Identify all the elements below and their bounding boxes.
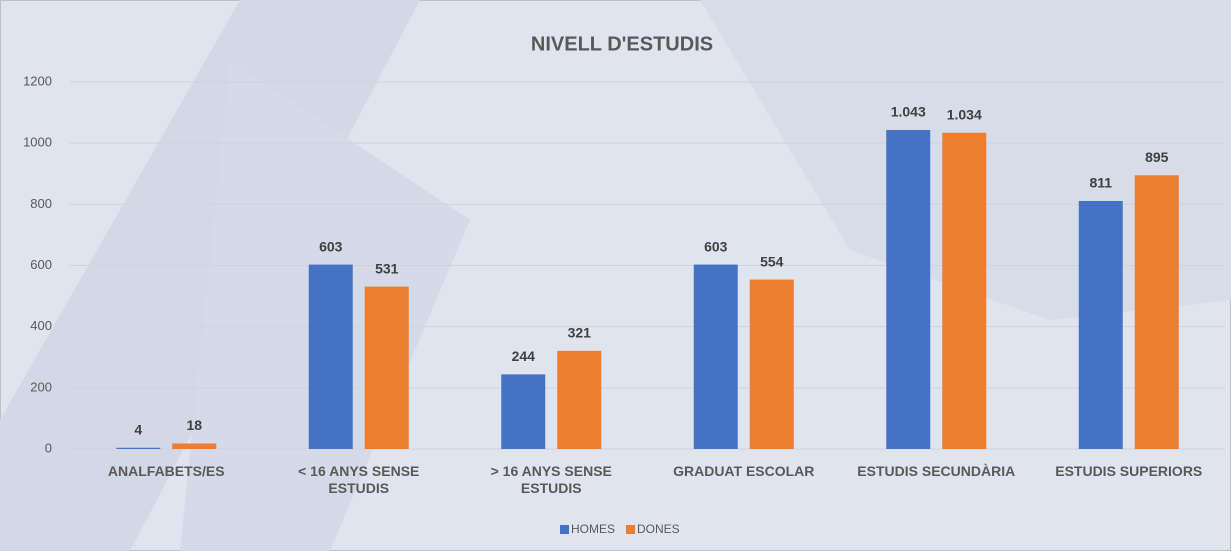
y-tick-label: 800 — [30, 196, 52, 211]
bar — [942, 132, 987, 450]
legend-label: HOMES — [571, 522, 615, 536]
value-label: 895 — [1145, 149, 1169, 165]
bar — [116, 447, 161, 449]
value-label: 1.034 — [947, 106, 982, 122]
x-tick-label: ANALFABETS/ES — [107, 463, 225, 479]
value-label: 811 — [1089, 175, 1112, 191]
value-label: 244 — [512, 348, 536, 364]
legend-swatch — [626, 525, 636, 534]
x-tick-label: < 16 ANYS SENSE ESTUDIS — [298, 463, 420, 496]
y-tick-label: 400 — [30, 318, 52, 333]
bar — [1134, 175, 1179, 449]
bar — [364, 286, 409, 449]
value-label: 603 — [319, 238, 343, 254]
y-tick-label: 0 — [45, 440, 52, 455]
chart-title: NIVELL D'ESTUDIS — [531, 33, 713, 55]
y-tick-label: 1000 — [23, 135, 52, 150]
y-tick-label: 1200 — [23, 73, 52, 88]
value-label: 18 — [186, 417, 202, 433]
bar — [501, 374, 546, 449]
value-label: 4 — [134, 421, 142, 437]
x-tick-label: ESTUDIS SECUNDÀRIA — [857, 463, 1016, 479]
x-tick-label: ESTUDIS SUPERIORS — [1055, 463, 1203, 479]
bar — [749, 279, 794, 449]
x-tick-label: > 16 ANYS SENSE ESTUDIS — [490, 463, 612, 496]
legend-swatch — [560, 525, 569, 534]
y-tick-label: 600 — [30, 257, 52, 272]
value-label: 1.043 — [891, 104, 926, 120]
value-label: 321 — [568, 325, 592, 341]
bar — [172, 443, 217, 449]
value-label: 603 — [704, 238, 728, 254]
legend-label: DONES — [637, 522, 680, 536]
bar — [1078, 200, 1123, 449]
bar — [557, 350, 602, 449]
value-label: 531 — [375, 260, 399, 276]
y-tick-label: 200 — [30, 379, 52, 394]
bar — [693, 264, 738, 449]
value-label: 554 — [760, 253, 784, 269]
x-tick-label: GRADUAT ESCOLAR — [673, 463, 815, 479]
bar — [308, 264, 353, 449]
bar — [886, 130, 931, 449]
